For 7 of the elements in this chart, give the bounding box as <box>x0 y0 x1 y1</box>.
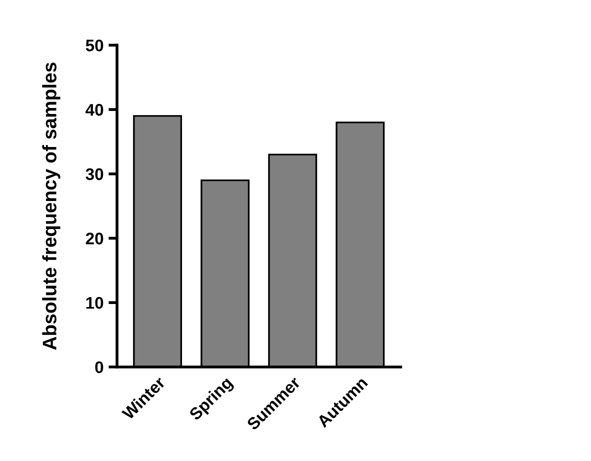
y-tick-label: 50 <box>86 40 104 52</box>
y-tick-label: 0 <box>95 361 104 374</box>
y-tick-label: 20 <box>86 232 104 244</box>
y-tick-label: 40 <box>86 104 104 116</box>
y-tick-label: 30 <box>86 168 104 180</box>
y-tick-label: 10 <box>86 297 104 309</box>
y-axis-title: Absolute frequency of samples <box>42 62 60 350</box>
